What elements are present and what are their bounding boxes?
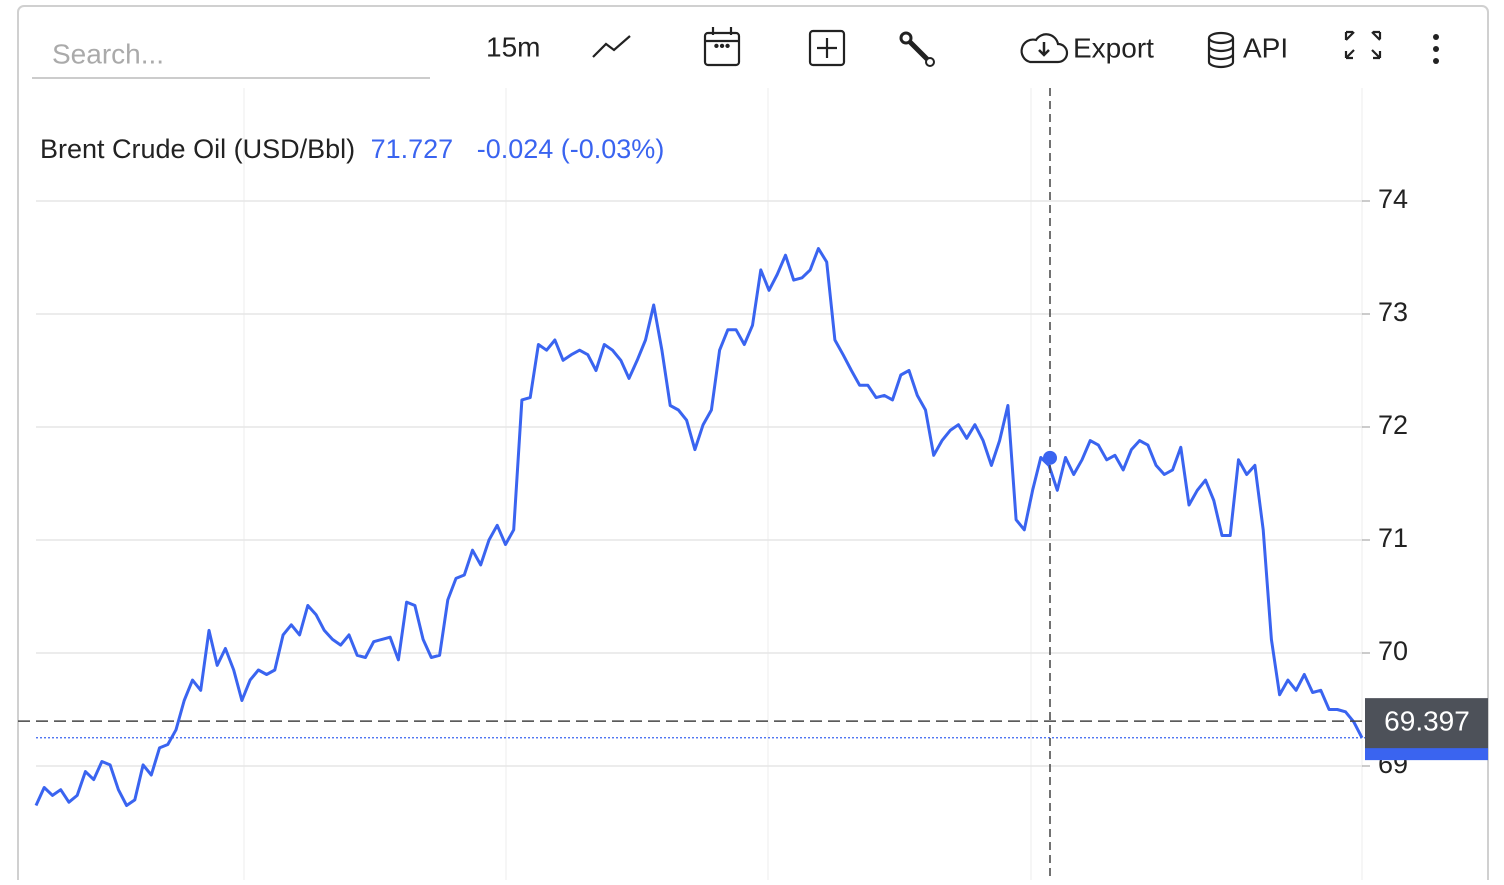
price-line [34, 247, 1364, 807]
y-tick-label: 70 [1378, 636, 1408, 666]
hover-value: 71.727 [371, 134, 454, 164]
price-tag-strip [1365, 747, 1488, 761]
search-placeholder: Search... [52, 38, 164, 69]
calendar-button[interactable]: ••• [703, 27, 741, 67]
price-tag-label: 69.397 [1384, 706, 1470, 737]
price-tag [1365, 698, 1488, 749]
add-button[interactable] [808, 29, 846, 67]
wrench-icon-tail [925, 57, 935, 67]
more-dot [1433, 46, 1439, 52]
fullscreen-button[interactable] [1344, 30, 1382, 60]
chart-type-button[interactable] [592, 35, 631, 58]
y-tick-label: 72 [1378, 410, 1408, 440]
api-label: API [1243, 32, 1288, 63]
hover-marker [1043, 450, 1057, 465]
vertical-grid [243, 88, 1363, 880]
api-button[interactable]: API [1207, 31, 1288, 69]
wrench-icon [905, 37, 931, 63]
chart-title: Brent Crude Oil (USD/Bbl) [40, 134, 355, 164]
add-icon [808, 29, 846, 67]
calendar-icon [703, 31, 741, 67]
hover-change: -0.024 (-0.03%) [477, 134, 665, 164]
settings-button[interactable] [899, 31, 935, 67]
download-arrow [1038, 42, 1050, 57]
cloud-icon [1020, 33, 1069, 64]
search-box[interactable]: Search... [32, 38, 430, 79]
frame [17, 5, 1489, 885]
more-dot [1433, 34, 1439, 40]
export-label: Export [1073, 32, 1154, 63]
y-tick-label: 73 [1378, 297, 1408, 327]
more-button[interactable] [1433, 34, 1439, 64]
interval-button[interactable]: 15m [486, 31, 540, 62]
y-tick-label: 71 [1378, 523, 1408, 553]
more-dot [1433, 58, 1439, 64]
chart-header: Brent Crude Oil (USD/Bbl) 71.727 -0.024 … [40, 134, 664, 164]
export-button[interactable]: Export [1020, 32, 1155, 64]
y-tick-label: 74 [1378, 184, 1408, 214]
db-icon-body [1207, 38, 1235, 69]
wrench-icon-head [899, 31, 913, 45]
calendar-icon-dots: ••• [714, 38, 731, 55]
